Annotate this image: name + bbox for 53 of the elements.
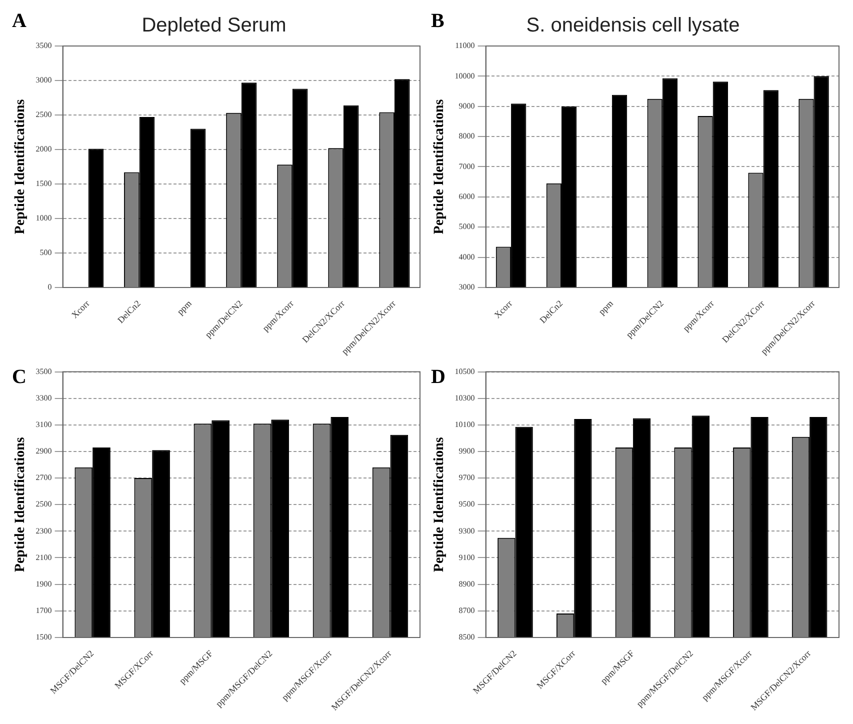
y-tick-label: 6000: [458, 192, 475, 202]
y-tick-label: 1500: [36, 632, 52, 642]
y-tick-label: 8500: [458, 632, 475, 642]
y-tick-label: 3000: [36, 76, 52, 85]
bar: [88, 148, 104, 287]
y-tick-label: 1000: [36, 214, 52, 223]
y-tick-label: 1500: [36, 179, 52, 188]
y-tick-label: 2100: [36, 552, 52, 562]
y-tick-label: 8000: [458, 132, 475, 141]
y-tick-label: 3100: [36, 420, 52, 430]
text: D: [431, 366, 446, 389]
y-tick-label: 10000: [454, 71, 475, 80]
bar: [190, 128, 206, 287]
y-tick-label: 1900: [36, 579, 52, 588]
y-tick-label: 10100: [454, 420, 475, 430]
y-tick-label: 2300: [36, 526, 52, 536]
y-tick-label: 8900: [458, 579, 475, 588]
y-tick-label: 2500: [36, 110, 52, 120]
y-tick-label: 8700: [458, 606, 475, 615]
y-tick-label: 9100: [458, 552, 475, 562]
x-tick-label: ppm: [596, 298, 616, 317]
y-tick-label: 9900: [458, 446, 475, 456]
y-tick-label: 3000: [458, 282, 475, 292]
y-tick-label: 3500: [36, 366, 52, 376]
y-tick-label: 2500: [36, 500, 52, 509]
y-tick-label: 9300: [458, 526, 475, 536]
y-tick-label: 3300: [36, 393, 52, 402]
y-tick-label: 3500: [36, 41, 52, 50]
y-tick-label: 2000: [36, 144, 52, 154]
text: B: [431, 10, 444, 33]
y-tick-label: 7000: [458, 162, 475, 171]
y-tick-label: 9700: [458, 473, 475, 482]
y-axis-title: Peptide Identifications: [13, 98, 28, 234]
text: C: [12, 366, 26, 389]
y-tick-label: 1700: [36, 606, 52, 615]
y-tick-label: 9000: [458, 101, 475, 110]
y-tick-label: 5000: [458, 222, 475, 232]
y-tick-label: 4000: [458, 252, 475, 262]
chart-title: Depleted Serum: [142, 14, 286, 37]
y-tick-label: 10300: [454, 393, 475, 402]
y-axis-title: Peptide Identifications: [13, 436, 28, 572]
y-tick-label: 2900: [36, 446, 52, 456]
y-axis-title: Peptide Identifications: [432, 436, 448, 572]
chart-title: S. oneidensis cell lysate: [526, 14, 740, 37]
y-tick-label: 500: [40, 248, 52, 258]
y-tick-label: 0: [48, 282, 52, 292]
y-tick-label: 9500: [458, 500, 475, 509]
y-tick-label: 2700: [36, 473, 52, 482]
y-axis-title: Peptide Identifications: [432, 98, 448, 234]
y-tick-label: 11000: [455, 41, 475, 50]
text: A: [12, 10, 26, 33]
x-tick-label: ppm: [175, 298, 194, 317]
y-tick-label: 10500: [454, 366, 475, 376]
